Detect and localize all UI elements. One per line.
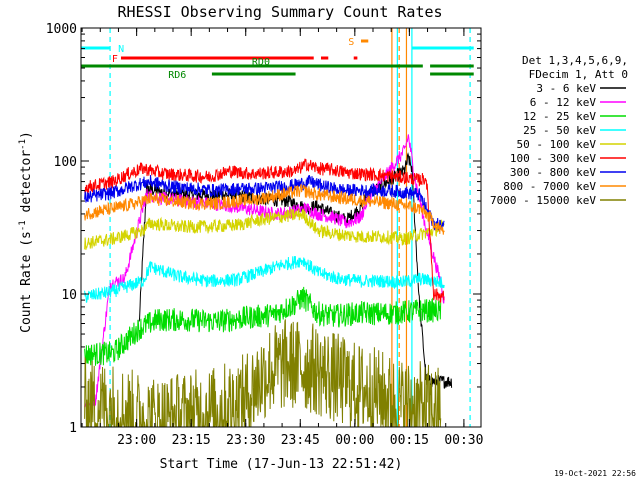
- series-line: [84, 158, 445, 303]
- y-tick-label: 10: [61, 288, 77, 303]
- y-tick-label: 1000: [46, 22, 77, 37]
- x-tick-label: 23:15: [172, 433, 211, 448]
- series-line: [84, 319, 442, 427]
- flag-label-n: N: [118, 44, 124, 55]
- x-tick-label: 00:15: [390, 433, 429, 448]
- flag-label-f: F: [112, 54, 118, 65]
- x-tick-label: 23:00: [117, 433, 156, 448]
- y-axis-label-end: ): [19, 131, 34, 139]
- y-axis-label: Count Rate (s-1 detector-1): [18, 131, 34, 333]
- x-tick-label: 00:00: [335, 433, 374, 448]
- footer-timestamp: 19-Oct-2021 22:56: [554, 469, 636, 478]
- plot-area: NF RD0 RD6 S: [80, 27, 482, 428]
- y-axis-label-mid: detector: [19, 150, 34, 221]
- y-tick-label: 100: [54, 155, 77, 170]
- y-tick-label: 1: [69, 421, 77, 436]
- legend-entry-label: 3 - 6 keV: [536, 82, 596, 95]
- y-axis-label-sup1: -1: [18, 220, 28, 231]
- series-line: [84, 286, 442, 366]
- x-tick-label: 00:30: [444, 433, 483, 448]
- y-axis-label-main: Count Rate (s: [19, 231, 34, 333]
- legend-header: FDecim 1, Att 0: [529, 68, 628, 81]
- series-line: [84, 175, 445, 232]
- legend-entry-label: 50 - 100 keV: [517, 138, 597, 151]
- legend-entry-label: 12 - 25 keV: [523, 110, 596, 123]
- x-axis-label: Start Time (17-Jun-13 22:51:42): [160, 457, 403, 472]
- legend-entry-label: 100 - 300 keV: [510, 152, 596, 165]
- axes: 1 10 100 1000 23:00 23:15 23:30 23:45 00:00 00:15…: [46, 22, 484, 448]
- series-line: [84, 256, 445, 303]
- flag-label-rd0: RD0: [252, 57, 270, 68]
- legend-entry-label: 300 - 800 keV: [510, 166, 596, 179]
- legend-entry-label: 6 - 12 keV: [530, 96, 597, 109]
- legend-entry-label: 800 - 7000 keV: [503, 180, 596, 193]
- chart-title: RHESSI Observing Summary Count Rates: [117, 3, 442, 21]
- flag-label-s: S: [348, 37, 354, 48]
- legend-entry-label: 25 - 50 keV: [523, 124, 596, 137]
- x-tick-label: 23:45: [281, 433, 320, 448]
- series-line: [84, 208, 445, 250]
- y-axis-label-sup2: -1: [18, 139, 28, 150]
- flag-label-rd6: RD6: [168, 70, 186, 81]
- legend-entry-label: 7000 - 15000 keV: [490, 194, 596, 207]
- legend-header: Det 1,3,4,5,6,9,: [522, 54, 628, 67]
- x-tick-label: 23:30: [226, 433, 265, 448]
- legend: Det 1,3,4,5,6,9,FDecim 1, Att 03 - 6 keV…: [490, 54, 628, 207]
- series-line: [84, 184, 445, 235]
- plot-frame: [80, 27, 482, 428]
